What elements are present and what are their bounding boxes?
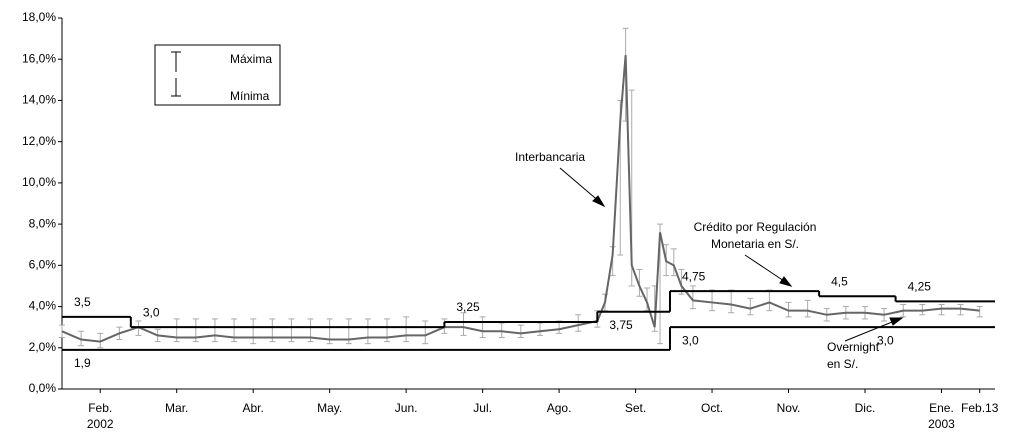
year-label: 2003: [928, 417, 955, 431]
error-bar: [173, 318, 180, 343]
step-label: 4,5: [831, 274, 848, 288]
x-tick-label: Jul.: [473, 401, 492, 415]
error-bar: [78, 330, 85, 347]
error-bar: [250, 318, 257, 345]
error-bar: [747, 297, 754, 316]
x-tick-label: Abr.: [243, 401, 264, 415]
error-bar: [976, 306, 983, 318]
y-tick-label: 4,0%: [29, 299, 57, 313]
x-tick-label: Nov.: [777, 401, 801, 415]
x-tick-label: Feb.13: [961, 401, 999, 415]
step-label: 4,25: [908, 280, 932, 294]
error-bar: [211, 318, 218, 343]
step-label: 4,75: [682, 269, 706, 283]
legend-min: Mínima: [230, 89, 270, 103]
x-tick-label: Set.: [625, 401, 646, 415]
x-tick-label: Ago.: [547, 401, 572, 415]
error-bar: [59, 324, 65, 338]
legend-icon: [171, 51, 181, 97]
error-bar: [709, 289, 716, 312]
y-tick-label: 18,0%: [22, 10, 56, 24]
y-tick-label: 8,0%: [29, 216, 57, 230]
legend-max: Máxima: [230, 52, 272, 66]
step-name: Overnight: [827, 340, 880, 354]
step-name: en S/.: [827, 357, 858, 371]
error-bar: [900, 303, 907, 318]
error-bar: [575, 314, 582, 332]
step-label: 3,0: [877, 333, 894, 347]
x-tick-label: Feb.: [88, 401, 112, 415]
error-bar: [498, 322, 505, 338]
year-label: 2002: [87, 417, 114, 431]
error-bar: [364, 318, 371, 345]
step-label: 1,9: [74, 356, 91, 370]
step-label: 3,75: [609, 318, 633, 332]
y-tick-label: 2,0%: [29, 340, 57, 354]
y-tick-label: 16,0%: [22, 51, 56, 65]
error-bar: [97, 332, 104, 349]
error-bar: [689, 285, 696, 310]
step-label: 3,5: [74, 295, 91, 309]
step-name: Crédito por Regulación: [694, 220, 817, 234]
x-tick-label: Dic.: [855, 401, 876, 415]
error-bar: [785, 301, 792, 318]
arrows: [559, 167, 904, 342]
error-bar: [881, 308, 888, 322]
x-tick-label: Jun.: [395, 401, 418, 415]
error-bar: [728, 289, 735, 314]
x-tick-label: Mar.: [165, 401, 188, 415]
error-bar: [861, 306, 868, 320]
y-tick-label: 0,0%: [29, 381, 57, 395]
error-bar: [403, 316, 410, 343]
step-label: 3,0: [682, 333, 699, 347]
step-label: 3,0: [143, 305, 160, 319]
error-bar: [536, 322, 543, 336]
error-bar: [657, 223, 664, 345]
error-bar: [479, 316, 486, 338]
error-bar: [135, 320, 142, 336]
error-bar: [842, 306, 849, 320]
y-tick-label: 12,0%: [22, 134, 56, 148]
x-tick-label: Oct.: [701, 401, 723, 415]
error-bar: [517, 324, 524, 338]
y-tick-label: 14,0%: [22, 93, 56, 107]
error-bar: [269, 318, 276, 343]
step-name: Monetaria en S/.: [711, 237, 799, 251]
annotation: Interbancaria: [515, 150, 585, 164]
error-bar: [766, 289, 773, 312]
x-tick-label: Ene.: [929, 401, 954, 415]
y-tick-label: 6,0%: [29, 258, 57, 272]
y-tick-label: 10,0%: [22, 175, 56, 189]
error-bar: [670, 248, 677, 277]
error-bar: [804, 299, 811, 318]
error-bar: [422, 320, 429, 345]
step-label: 3,25: [456, 300, 480, 314]
x-tick-label: May.: [317, 401, 342, 415]
error-bar: [460, 312, 467, 336]
error-bar: [823, 308, 830, 322]
